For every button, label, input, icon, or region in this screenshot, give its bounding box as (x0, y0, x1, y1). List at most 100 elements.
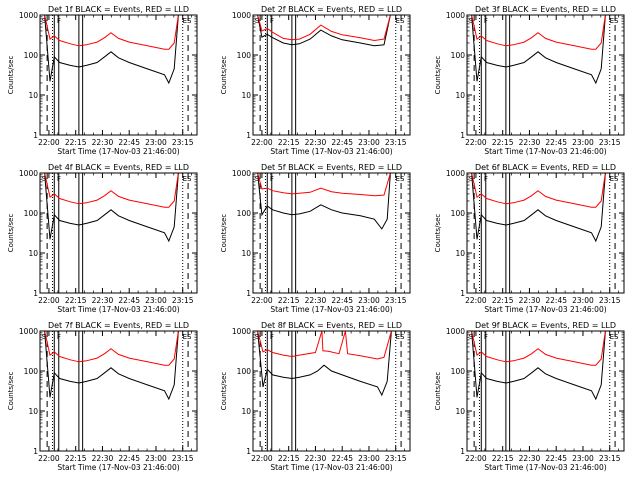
y-tick-label: 10 (241, 249, 251, 258)
x-tick-label: 22:45 (331, 454, 353, 463)
x-tick-label: 23:00 (358, 296, 380, 305)
x-tick-label: 22:15 (492, 454, 514, 463)
y-axis-label: Counts/sec (7, 214, 15, 253)
x-tick-label: 22:30 (519, 454, 541, 463)
x-tick-label: 22:45 (331, 138, 353, 147)
saa-flag-label: F (484, 17, 488, 25)
x-axis-label: Start Time (17-Nov-03 21:46:00) (57, 463, 179, 472)
y-tick-label: 10 (455, 91, 465, 100)
saa-flag-label: S (469, 175, 474, 183)
x-tick-label: 23:00 (358, 138, 380, 147)
saa-flag-label: ES (610, 333, 619, 341)
x-tick-label: 22:45 (118, 138, 140, 147)
series-line-events (44, 14, 179, 85)
x-tick-label: 22:00 (38, 296, 60, 305)
saa-flag-label: S (42, 333, 47, 341)
x-tick-label: 23:15 (385, 296, 407, 305)
panel-det-4: Det 4f BLACK = Events, RED = LLD Start Ti… (7, 163, 198, 314)
y-tick-label: 1 (460, 447, 465, 456)
series-line-lld (44, 14, 179, 50)
saa-flag-label: F (57, 17, 61, 25)
plot-frame (39, 330, 198, 452)
series-line-events (257, 330, 392, 397)
series-line-events (257, 172, 391, 230)
saa-flag-label: S (42, 17, 47, 25)
y-tick-label: 1000 (232, 11, 251, 20)
x-tick-label: 23:00 (572, 296, 594, 305)
panel-title: Det 6f BLACK = Events, RED = LLD (475, 163, 616, 172)
plot-frame (252, 330, 411, 452)
y-tick-label: 10 (241, 407, 251, 416)
x-tick-label: 23:15 (385, 454, 407, 463)
y-tick-label: 1000 (232, 327, 251, 336)
panel-title: Det 1f BLACK = Events, RED = LLD (48, 5, 189, 14)
saa-flag-label: S (255, 17, 260, 25)
y-tick-label: 1000 (19, 11, 38, 20)
x-axis-label: Start Time (17-Nov-03 21:46:00) (484, 147, 606, 156)
x-tick-label: 23:00 (145, 138, 167, 147)
x-tick-label: 23:00 (358, 454, 380, 463)
x-axis-label: Start Time (17-Nov-03 21:46:00) (270, 463, 392, 472)
panel-title: Det 4f BLACK = Events, RED = LLD (48, 163, 189, 172)
x-tick-label: 22:45 (331, 296, 353, 305)
y-tick-label: 10 (28, 249, 38, 258)
y-axis-label: Counts/sec (434, 372, 442, 411)
y-tick-label: 100 (451, 51, 466, 60)
panel-det-2: Det 2f BLACK = Events, RED = LLD Start Ti… (220, 5, 411, 156)
x-tick-label: 22:00 (251, 454, 273, 463)
y-axis-label: Counts/sec (220, 372, 228, 411)
x-axis-label: Start Time (17-Nov-03 21:46:00) (484, 305, 606, 314)
series-line-lld (257, 14, 391, 42)
panel-det-3: Det 3f BLACK = Events, RED = LLD Start Ti… (434, 5, 625, 156)
panel-title: Det 7f BLACK = Events, RED = LLD (48, 321, 189, 330)
y-tick-label: 10 (28, 91, 38, 100)
y-tick-label: 10 (241, 91, 251, 100)
saa-flag-label: ES (183, 333, 192, 341)
y-tick-label: 100 (237, 209, 252, 218)
saa-flag-label: F (484, 333, 488, 341)
y-tick-label: 1 (33, 289, 38, 298)
panel-det-9: Det 9f BLACK = Events, RED = LLD Start Ti… (434, 321, 625, 472)
x-tick-label: 22:15 (278, 454, 300, 463)
x-tick-label: 23:00 (572, 138, 594, 147)
series-line-events (471, 14, 606, 85)
x-tick-label: 23:15 (172, 454, 194, 463)
x-tick-label: 22:45 (545, 296, 567, 305)
panel-det-7: Det 7f BLACK = Events, RED = LLD Start Ti… (7, 321, 198, 472)
panel-det-1: Det 1f BLACK = Events, RED = LLD Start Ti… (7, 5, 198, 156)
x-tick-label: 22:45 (118, 454, 140, 463)
x-axis-label: Start Time (17-Nov-03 21:46:00) (57, 147, 179, 156)
x-tick-label: 22:15 (65, 138, 87, 147)
y-tick-label: 1 (246, 131, 251, 140)
y-tick-label: 10 (455, 249, 465, 258)
x-tick-label: 22:00 (38, 138, 60, 147)
x-tick-label: 23:15 (599, 296, 621, 305)
y-tick-label: 100 (237, 367, 252, 376)
panel-det-5: Det 5f BLACK = Events, RED = LLD Start Ti… (220, 163, 411, 314)
x-tick-label: 22:15 (492, 296, 514, 305)
x-tick-label: 22:30 (519, 138, 541, 147)
series-line-events (44, 172, 179, 243)
saa-flag-label: ES (610, 17, 619, 25)
saa-flag-label: S (255, 175, 260, 183)
x-tick-label: 23:00 (572, 454, 594, 463)
series-line-events (471, 330, 606, 401)
saa-flag-label: ES (610, 175, 619, 183)
y-tick-label: 1 (246, 289, 251, 298)
x-tick-label: 22:30 (519, 296, 541, 305)
x-tick-label: 22:00 (465, 296, 487, 305)
series-line-lld (471, 14, 606, 50)
y-axis-label: Counts/sec (7, 372, 15, 411)
y-axis-label: Counts/sec (220, 214, 228, 253)
y-tick-label: 100 (24, 367, 39, 376)
y-tick-label: 100 (451, 367, 466, 376)
x-tick-label: 23:15 (385, 138, 407, 147)
y-tick-label: 1000 (446, 169, 465, 178)
saa-flag-label: F (57, 333, 61, 341)
plot-frame (252, 172, 411, 294)
x-tick-label: 22:00 (465, 138, 487, 147)
y-tick-label: 1 (460, 131, 465, 140)
series-line-events (44, 330, 179, 401)
plot-frame (252, 14, 411, 136)
